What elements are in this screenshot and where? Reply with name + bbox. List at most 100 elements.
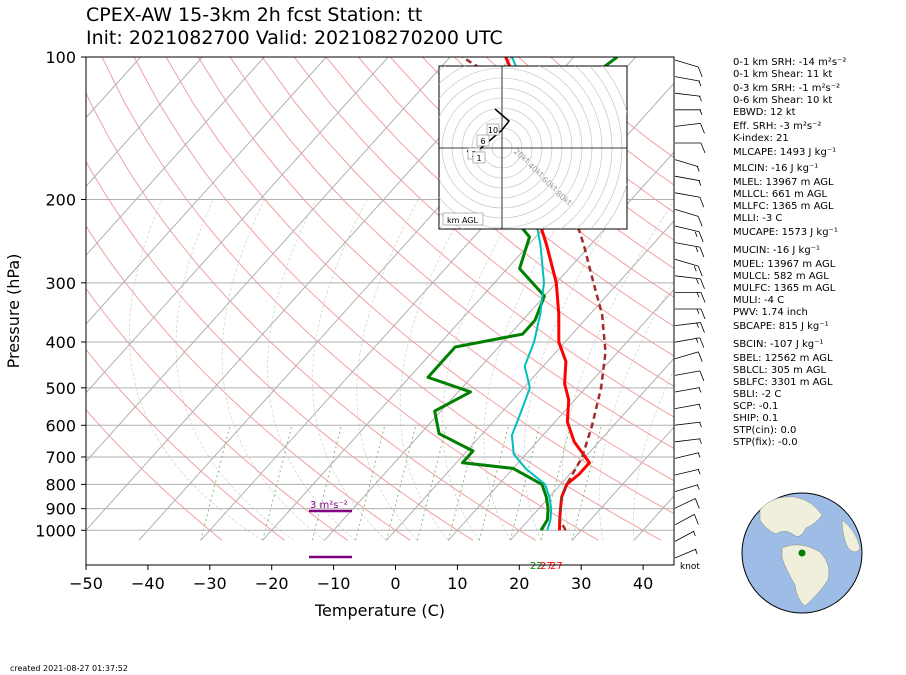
wind-barb-half-flag — [696, 292, 700, 298]
index-line: SBCIN: -107 J kg⁻¹ — [733, 339, 824, 350]
surface-label: 22 — [530, 561, 543, 572]
wind-barb-half-flag — [698, 403, 702, 410]
index-line: SCP: -0.1 — [733, 401, 779, 412]
y-tick-label: 900 — [45, 500, 76, 519]
wind-barb — [674, 322, 705, 333]
globe-locator — [741, 492, 863, 614]
wind-barb-shaft — [674, 175, 700, 182]
wind-barb-half-flag — [696, 278, 699, 285]
wind-barb-flag — [693, 514, 699, 525]
wind-barb — [674, 92, 702, 102]
x-tick-label: 0 — [390, 574, 400, 593]
moist-adiabat — [128, 199, 263, 541]
mixing-ratio-line — [447, 425, 479, 541]
index-line: MULFC: 1365 m AGL — [733, 283, 836, 294]
wind-barb-flag — [700, 123, 705, 134]
index-line: STP(cin): 0.0 — [733, 425, 797, 436]
index-line: EBWD: 12 kt — [733, 107, 796, 118]
wind-barb-flag — [700, 142, 706, 154]
wind-barb — [674, 403, 702, 410]
wind-barb-shaft — [674, 159, 699, 167]
surface-label: 27 — [540, 561, 553, 572]
index-line: PWV: 1.74 inch — [733, 307, 808, 318]
mixing-ratio-line — [200, 425, 231, 541]
x-tick-label: −40 — [131, 574, 165, 593]
wind-barb-shaft — [674, 209, 699, 217]
globe-south-america — [781, 544, 830, 607]
index-line: MLEL: 13967 m AGL — [733, 177, 834, 188]
index-line: 0-3 km SRH: -1 m²s⁻² — [733, 83, 840, 94]
dry-adiabat — [86, 348, 286, 541]
wind-barb — [674, 225, 704, 242]
wind-barb — [674, 59, 703, 78]
index-line: 0-6 km Shear: 10 kt — [733, 95, 833, 106]
isotherm — [448, 288, 674, 541]
wind-barb-shaft — [674, 387, 700, 393]
wind-barb-flag — [699, 197, 705, 208]
isotherm — [571, 426, 674, 541]
wind-barb-flag — [698, 231, 704, 242]
y-tick-label: 500 — [45, 379, 76, 398]
x-tick-label: 20 — [509, 574, 529, 593]
wind-barb — [674, 76, 702, 87]
y-tick-label: 300 — [45, 274, 76, 293]
wind-barb-flag — [697, 216, 703, 227]
wind-barb-shaft — [674, 548, 697, 559]
hodograph-frame — [438, 65, 628, 230]
wind-barb-half-flag — [696, 308, 700, 315]
wind-barb — [674, 468, 701, 476]
x-axis-label: Temperature (C) — [314, 601, 445, 620]
index-line: SBCAPE: 815 J kg⁻¹ — [733, 321, 829, 332]
index-line: STP(fix): -0.0 — [733, 437, 798, 448]
hodograph-height-label: 10 — [488, 126, 498, 135]
mixing-ratio-line — [509, 425, 541, 541]
dry-adiabat — [293, 57, 674, 387]
hodograph-key-box — [442, 212, 484, 226]
wind-barb-half-flag — [697, 469, 701, 475]
globe-africa — [841, 519, 861, 553]
created-timestamp: created 2021-08-27 01:37:52 — [10, 664, 128, 673]
wind-barb-shaft — [674, 421, 701, 426]
wind-barb — [674, 498, 700, 509]
wind-barb-shaft — [674, 468, 700, 476]
wind-barb — [674, 337, 705, 348]
wind-barb-half-flag — [694, 548, 698, 555]
hodograph-height-label: 6 — [480, 137, 485, 146]
wind-barb-shaft — [674, 337, 700, 343]
wind-barb-half-flag — [695, 246, 699, 253]
wind-barb-shaft — [674, 351, 699, 360]
dry-adiabat — [229, 57, 674, 450]
wind-barb — [674, 122, 705, 134]
wind-barb-half-flag — [696, 166, 700, 172]
wind-barb — [675, 142, 706, 154]
dry-adiabat — [165, 57, 674, 515]
wind-unit-label: knot — [680, 562, 700, 572]
mixing-ratio-line — [262, 425, 293, 541]
index-line: MLCAPE: 1493 J kg⁻¹ — [733, 147, 837, 158]
dry-adiabat — [357, 57, 674, 327]
wind-barbs — [674, 59, 706, 559]
wind-barb-shaft — [674, 59, 699, 68]
wind-barb-shaft — [674, 92, 701, 97]
wind-barb-half-flag — [694, 231, 698, 237]
wind-barb-half-flag — [693, 266, 697, 272]
isotherm — [509, 357, 674, 541]
mixing-ratio-line — [416, 425, 448, 541]
x-tick-label: −30 — [193, 574, 227, 593]
dry-adiabat — [86, 409, 223, 541]
wind-barb — [675, 308, 706, 320]
hodograph-height-label: 1 — [476, 154, 481, 163]
index-line: SBLFC: 3301 m AGL — [733, 377, 833, 388]
wind-barb-shaft — [674, 192, 700, 198]
moist-adiabat — [523, 199, 624, 541]
index-line: SHIP: 0.1 — [733, 413, 779, 424]
wind-barb-shaft — [674, 498, 696, 509]
globe-station-marker — [798, 549, 806, 557]
x-tick-label: 40 — [633, 574, 653, 593]
wind-barb-half-flag — [698, 180, 702, 186]
y-tick-label: 100 — [45, 48, 76, 67]
wind-barb — [674, 209, 703, 227]
hodograph-height-box — [472, 151, 486, 164]
index-line: MUCAPE: 1573 J kg⁻¹ — [733, 227, 838, 238]
wind-barb — [674, 275, 705, 290]
